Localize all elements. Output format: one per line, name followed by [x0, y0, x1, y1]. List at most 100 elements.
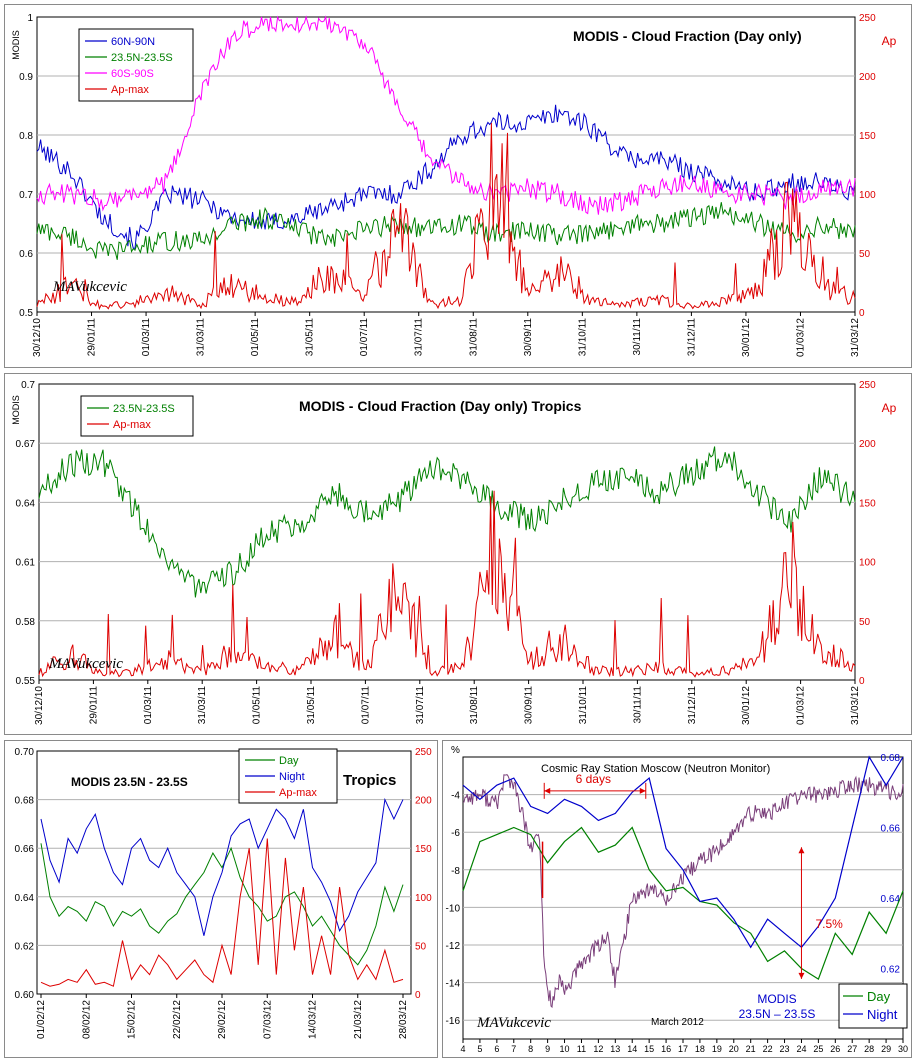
y-tick-label: -8 [451, 866, 460, 877]
y-tick-label: -4 [451, 791, 460, 802]
x-tick-label: 10 [560, 1044, 570, 1054]
series-line-night [40, 797, 404, 936]
x-tick-label: 31/05/11 [305, 318, 316, 357]
chart-title: MODIS 23.5N - 23.5S [71, 775, 188, 789]
y2-tick-label: 100 [859, 190, 876, 201]
x-tick-label: 31/12/11 [686, 318, 697, 357]
y-tick-label: 0.60 [15, 990, 35, 1001]
percent-arrow-head [798, 972, 805, 979]
x-tick-label: 23 [780, 1044, 790, 1054]
y2-tick-label: 50 [859, 249, 871, 260]
six-days-arrow-head [639, 787, 646, 794]
y-tick-label: 0.9 [19, 72, 33, 83]
x-tick-label: 31/03/11 [196, 318, 207, 357]
series-line-23-5n-23-5s [36, 202, 856, 260]
y-tick-label: 0.64 [15, 893, 35, 904]
y2-tick-label: 150 [415, 844, 432, 855]
y2-tick-label: 50 [859, 617, 871, 628]
legend-label: Day [279, 755, 299, 767]
chart-panel-tropics: 0.55 0.58 0.61 0.64 0.67 0.7 0 50 100 150 200 250 30… [4, 373, 912, 735]
x-tick-label: 11 [577, 1044, 586, 1054]
legend-label: Ap-max [111, 84, 149, 96]
y2-tick-label: 0.66 [881, 824, 901, 835]
x-tick-label: 30/09/11 [523, 318, 534, 357]
x-tick-label: 14 [627, 1044, 637, 1054]
legend-label: Night [279, 771, 305, 783]
y2-tick-label: 0.64 [881, 894, 901, 905]
y2-tick-label: 0.62 [881, 965, 901, 976]
x-tick-label: 19 [712, 1044, 722, 1054]
y-tick-label: 1 [27, 13, 33, 24]
y-tick-label: 0.6 [19, 249, 33, 260]
y-tick-label: 0.5 [19, 308, 33, 319]
y2-tick-label: 200 [859, 439, 876, 450]
y-tick-label: 0.7 [21, 380, 35, 391]
y-tick-label: 0.7 [19, 190, 33, 201]
x-tick-label: 5 [477, 1044, 482, 1054]
x-tick-label: 4 [460, 1044, 465, 1054]
legend-box [80, 395, 194, 437]
legend-label: Ap-max [279, 787, 317, 799]
x-tick-label: 25 [813, 1044, 823, 1054]
y-tick-label: -10 [446, 903, 461, 914]
plot-area [462, 756, 904, 1040]
annotation-six-days: 6 days [576, 772, 611, 786]
y2-tick-label: 150 [859, 131, 876, 142]
series-line-23-5n-23-5s [38, 446, 856, 598]
x-tick-label: 01/02/12 [36, 1000, 47, 1039]
x-tick-label: 30/11/11 [632, 686, 643, 724]
legend-label: 23.5N-23.5S [111, 52, 173, 64]
x-tick-label: 01/07/11 [359, 318, 370, 357]
x-tick-label: 01/03/11 [143, 686, 154, 725]
y-tick-label: 0.64 [16, 498, 36, 509]
series-line-night [462, 755, 904, 949]
chart-tropics-svg: 0.55 0.58 0.61 0.64 0.67 0.7 0 50 100 150 200 250 30… [11, 380, 897, 725]
y-tick-label: 0.61 [16, 558, 36, 569]
series-line-60n-90n [36, 104, 856, 250]
x-tick-label: 30/01/12 [741, 318, 752, 357]
x-tick-label: 21/03/12 [353, 1000, 364, 1039]
x-tick-label: 30/01/12 [741, 686, 752, 725]
x-axis-label: March 2012 [651, 1017, 704, 1028]
x-tick-label: 29/01/11 [87, 318, 98, 357]
y2-tick-label: 250 [859, 380, 876, 391]
y-axis-label: MODIS [11, 395, 21, 425]
series-line-ap-max [38, 490, 856, 678]
x-tick-label: 30/12/10 [34, 686, 45, 725]
y-tick-label: -16 [446, 1016, 461, 1027]
annotation-percent: 7.5% [815, 917, 843, 931]
x-tick-label: 30/11/11 [632, 318, 643, 356]
x-tick-label: 22 [763, 1044, 773, 1054]
y-tick-label: 0.66 [15, 844, 35, 855]
y-tick-label: 0.62 [15, 941, 35, 952]
y2-tick-label: 200 [415, 796, 432, 807]
x-tick-label: 30/09/11 [524, 686, 535, 725]
y2-tick-label: 0 [859, 676, 865, 687]
series-line-day [40, 843, 404, 966]
y-axis-label: % [451, 745, 460, 756]
chart-panel-day-night: 0.60 0.62 0.64 0.66 0.68 0.70 0 50 100 150 200 250 0… [4, 740, 438, 1058]
x-tick-label: 28/03/12 [398, 1000, 409, 1039]
x-tick-label: 01/07/11 [360, 686, 371, 725]
series-line-ap-max [40, 838, 404, 987]
x-tick-label: 08/02/12 [81, 1000, 92, 1039]
x-tick-label: 18 [695, 1044, 705, 1054]
x-tick-label: 31/12/11 [687, 686, 698, 725]
six-days-arrow-head [544, 787, 551, 794]
legend-label: Day [867, 989, 891, 1004]
y-tick-label: -12 [446, 941, 461, 952]
y-tick-label: 0.55 [16, 676, 36, 687]
x-tick-label: 13 [610, 1044, 620, 1054]
y2-tick-label: 100 [859, 558, 876, 569]
x-tick-label: 29/01/11 [88, 686, 99, 725]
y-tick-label: 0.67 [16, 439, 36, 450]
y2-axis-label: Ap [882, 34, 897, 48]
x-tick-label: 31/07/11 [415, 686, 426, 725]
x-tick-label: 16 [661, 1044, 671, 1054]
signature: MAVukcevic [476, 1015, 551, 1031]
x-tick-label: 21 [746, 1044, 756, 1054]
y-tick-label: 0.8 [19, 131, 33, 142]
legend-label: 60N-90N [111, 36, 155, 48]
y2-tick-label: 200 [859, 72, 876, 83]
y2-tick-label: 50 [415, 941, 427, 952]
